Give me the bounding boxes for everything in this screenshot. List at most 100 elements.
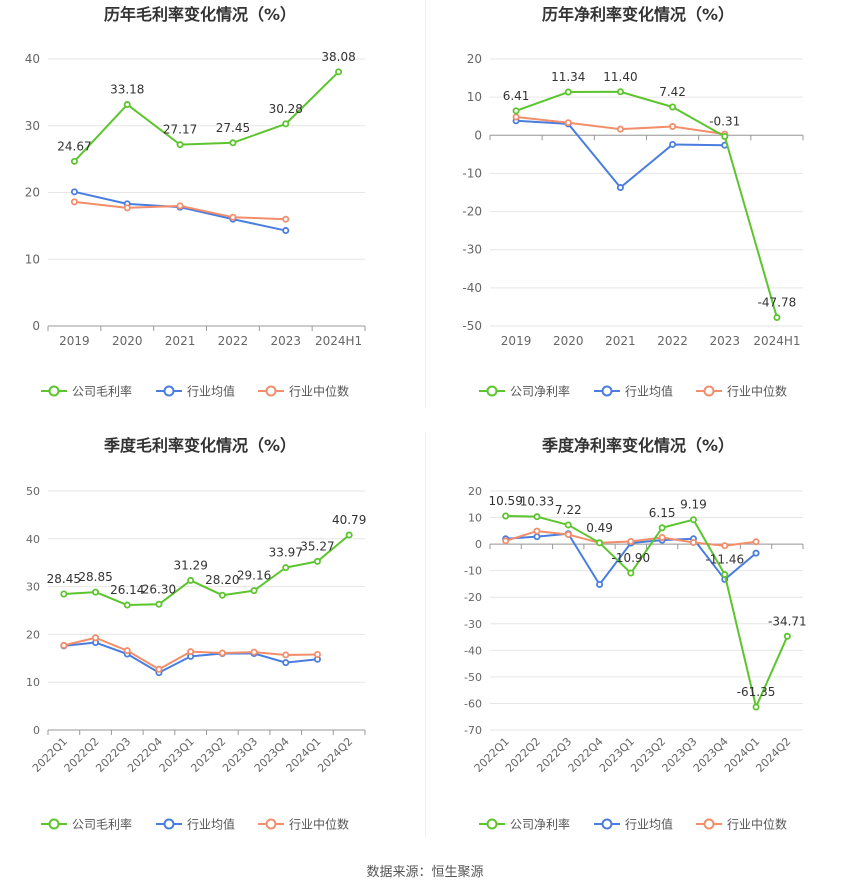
data-point-industry_median bbox=[752, 538, 760, 546]
x-tick-label: 2022 bbox=[657, 334, 688, 348]
chart-annual-gross: 历年毛利率变化情况（%） 0 10 20 30 40 2019 2020 2021 2022 202… bbox=[25, 5, 366, 399]
y-tick-label: 10 bbox=[25, 252, 40, 266]
data-point-industry_median bbox=[564, 531, 572, 539]
data-point-company bbox=[721, 132, 729, 140]
y-tick-label: 20 bbox=[467, 52, 482, 66]
data-point-company bbox=[658, 524, 666, 532]
x-tick-label: 2021 bbox=[165, 334, 196, 348]
y-tick-label: -10 bbox=[462, 166, 482, 180]
legend-label: 公司净利率 bbox=[510, 384, 570, 399]
y-tick-label: -20 bbox=[462, 205, 482, 219]
data-label: 27.17 bbox=[163, 123, 197, 137]
data-label: 30.28 bbox=[269, 102, 303, 116]
data-label: -11.46 bbox=[705, 553, 744, 567]
data-point-industry_median bbox=[60, 641, 68, 649]
data-label: 26.14 bbox=[110, 583, 144, 597]
series-line-company bbox=[505, 514, 789, 709]
legend-swatch-marker bbox=[486, 385, 498, 397]
data-point-company bbox=[345, 531, 353, 539]
data-point-company bbox=[218, 591, 226, 599]
data-point-industry_median bbox=[229, 213, 237, 221]
series-line-company bbox=[515, 90, 778, 318]
data-point-industry_median bbox=[669, 123, 677, 131]
legend: 公司毛利率 行业均值 行业中位数 bbox=[41, 384, 349, 399]
data-point-company bbox=[187, 576, 195, 584]
x-tick-label: 2020 bbox=[112, 334, 143, 348]
data-point-company bbox=[533, 513, 541, 521]
data-point-industry_median bbox=[70, 198, 78, 206]
legend-label: 行业均值 bbox=[187, 817, 235, 832]
series-line-company bbox=[63, 534, 350, 607]
y-tick-label: 50 bbox=[26, 485, 40, 498]
data-label: 27.45 bbox=[216, 121, 250, 135]
legend-label: 行业中位数 bbox=[289, 817, 349, 832]
data-point-company bbox=[773, 314, 781, 322]
legend-label: 行业均值 bbox=[625, 384, 673, 399]
y-tick-label: -50 bbox=[464, 671, 482, 684]
data-point-company bbox=[564, 88, 572, 96]
data-label: 35.27 bbox=[300, 539, 334, 553]
data-label: -0.31 bbox=[709, 114, 740, 128]
y-tick-label: -40 bbox=[464, 644, 482, 657]
data-point-company bbox=[282, 120, 290, 128]
data-label: 6.41 bbox=[503, 89, 530, 103]
data-point-company bbox=[335, 68, 343, 76]
data-point-industry_median bbox=[512, 113, 520, 121]
data-point-industry_median bbox=[123, 204, 131, 212]
data-label: 33.18 bbox=[110, 83, 144, 97]
data-point-company bbox=[721, 571, 729, 579]
y-tick-label: -50 bbox=[462, 319, 482, 333]
data-point-industry_median bbox=[282, 215, 290, 223]
y-tick-label: 0 bbox=[33, 724, 40, 737]
x-tick-label: 2024Q2 bbox=[315, 735, 355, 775]
y-tick-label: -10 bbox=[464, 565, 482, 578]
legend-swatch-marker bbox=[48, 385, 60, 397]
y-tick-label: 40 bbox=[26, 533, 40, 546]
data-point-industry_avg bbox=[669, 140, 677, 148]
data-point-company bbox=[155, 600, 163, 608]
y-tick-label: 30 bbox=[26, 581, 40, 594]
legend-label: 行业中位数 bbox=[727, 384, 787, 399]
x-tick-label: 2022 bbox=[218, 334, 249, 348]
data-point-industry_median bbox=[616, 125, 624, 133]
data-label: 28.45 bbox=[47, 572, 81, 586]
legend-swatch-marker bbox=[163, 818, 175, 830]
data-point-company bbox=[564, 521, 572, 529]
x-tick-label: 2019 bbox=[501, 334, 532, 348]
data-point-industry_median bbox=[313, 650, 321, 658]
data-point-company bbox=[752, 703, 760, 711]
data-point-industry_median bbox=[282, 651, 290, 659]
data-point-company bbox=[92, 588, 100, 596]
y-tick-label: -40 bbox=[462, 281, 482, 295]
data-source: 数据来源：恒生聚源 bbox=[366, 865, 484, 880]
data-label: 40.79 bbox=[332, 513, 366, 527]
legend-label: 行业均值 bbox=[187, 384, 235, 399]
data-point-company bbox=[502, 512, 510, 520]
data-point-industry_median bbox=[564, 119, 572, 127]
y-tick-label: 20 bbox=[26, 628, 40, 641]
data-label: 6.15 bbox=[649, 506, 676, 520]
data-point-industry_avg bbox=[533, 533, 541, 541]
vertical-divider-top bbox=[425, 0, 426, 408]
data-point-industry_median bbox=[627, 537, 635, 545]
chart-title: 历年净利率变化情况（%） bbox=[542, 5, 734, 24]
y-tick-label: -60 bbox=[464, 697, 482, 710]
data-point-company bbox=[616, 88, 624, 96]
chart-title: 季度净利率变化情况（%） bbox=[541, 436, 734, 455]
data-point-company bbox=[689, 516, 697, 524]
data-label: 28.20 bbox=[205, 573, 239, 587]
data-point-industry_avg bbox=[282, 227, 290, 235]
legend-label: 公司毛利率 bbox=[72, 384, 132, 399]
y-tick-label: -20 bbox=[464, 591, 482, 604]
data-point-company bbox=[596, 539, 604, 547]
data-point-industry_avg bbox=[282, 659, 290, 667]
legend-swatch-marker bbox=[601, 818, 613, 830]
chart-quarter-net: 季度净利率变化情况（%） -70 -60 -50 -40 -30 -20 -10 0 10 20 20… bbox=[464, 436, 807, 832]
vertical-divider-bottom bbox=[425, 432, 426, 837]
data-point-company bbox=[313, 557, 321, 565]
legend: 公司净利率 行业均值 行业中位数 bbox=[479, 817, 787, 832]
legend-swatch-marker bbox=[265, 818, 277, 830]
y-tick-label: 0 bbox=[475, 538, 482, 551]
series-line-industry_avg bbox=[74, 190, 286, 232]
